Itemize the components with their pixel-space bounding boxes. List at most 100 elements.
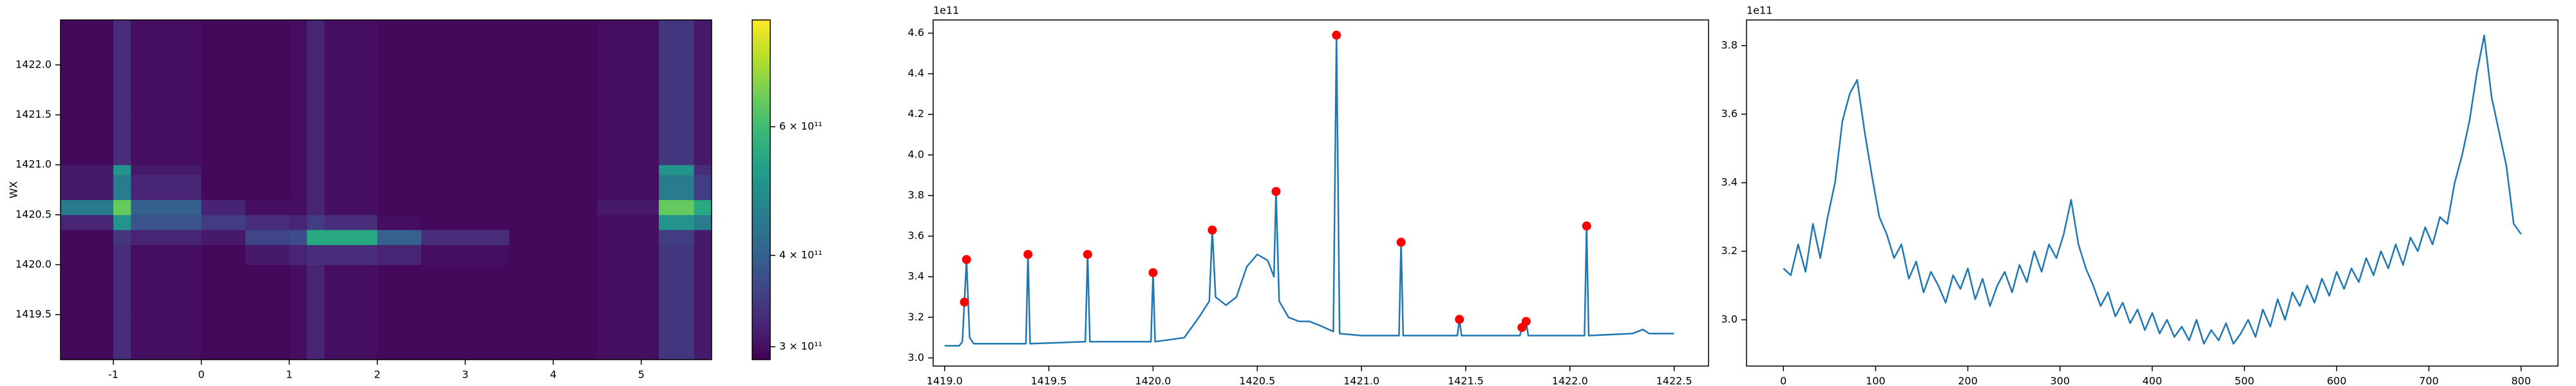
heatmap-cell: [694, 174, 712, 201]
heatmap-cell: [377, 264, 422, 315]
colorbar-slice: [752, 356, 770, 360]
heatmap-cell: [694, 264, 712, 315]
heatmap-cell: [113, 115, 131, 165]
heatmap-cell: [377, 165, 422, 176]
heatmap-cell: [131, 315, 202, 360]
peak-marker: [1582, 221, 1591, 231]
colorbar-slice: [752, 192, 770, 196]
heatmap-cell: [509, 115, 598, 165]
colorbar-slice: [752, 269, 770, 273]
colorbar-slice: [752, 79, 770, 83]
heatmap-cell: [245, 20, 290, 66]
data-line: [1783, 34, 2522, 345]
colorbar-slice: [752, 110, 770, 114]
heatmap-cell: [509, 315, 598, 360]
colorbar-slice: [752, 28, 770, 32]
heatmap-cell: [113, 20, 131, 66]
heatmap-cell: [377, 199, 422, 216]
heatmap-cell: [245, 174, 290, 201]
colorbar-slice: [752, 271, 770, 275]
colorbar-slice: [752, 241, 770, 244]
colorbar-slice: [752, 308, 770, 312]
heatmap-cell: [324, 244, 378, 265]
colorbar-slice: [752, 275, 770, 278]
heatmap-cell: [597, 315, 659, 360]
colorbar-slice: [752, 201, 770, 205]
x-tick-label: 1419.0: [927, 375, 963, 386]
colorbar-slice: [752, 266, 770, 270]
peak-marker: [1271, 187, 1281, 196]
heatmap-cell: [201, 165, 246, 176]
colorbar-slice: [752, 102, 770, 106]
heatmap-cell: [245, 165, 290, 176]
heatmap-cell: [377, 244, 422, 265]
peak-marker: [1332, 30, 1341, 40]
heatmap-cell: [597, 64, 659, 116]
colorbar-slice: [752, 105, 770, 108]
heatmap-cell: [113, 244, 131, 265]
colorbar-slice: [752, 158, 770, 162]
heatmap-cell: [131, 174, 202, 201]
heatmap-cell: [659, 20, 695, 66]
heatmap-cell: [377, 20, 422, 66]
heatmap-cell: [509, 244, 598, 265]
heatmap-cell: [61, 199, 114, 216]
colorbar-slice: [752, 235, 770, 239]
heatmap-cell: [131, 264, 202, 315]
axes-frame: [933, 19, 1709, 367]
heatmap-cell: [201, 115, 246, 165]
colorbar-slice: [752, 314, 770, 318]
colorbar-slice: [752, 286, 770, 290]
heatmap-cell: [597, 20, 659, 66]
heatmap-cell: [61, 244, 114, 265]
colorbar-tick-label: 4 × 10¹¹: [779, 248, 822, 261]
colorbar-slice: [752, 246, 770, 250]
colorbar-slice: [752, 223, 770, 227]
x-tick-label: 1419.5: [1031, 375, 1067, 386]
colorbar-slice: [752, 167, 770, 170]
colorbar-slice: [752, 107, 770, 111]
heatmap-cell: [509, 64, 598, 116]
colorbar-slice: [752, 317, 770, 320]
heatmap-cell: [324, 174, 378, 201]
colorbar-frame: [752, 19, 771, 360]
heatmap-cell: [421, 64, 510, 116]
peak-marker: [1148, 268, 1158, 277]
heatmap-cell: [289, 244, 308, 265]
colorbar-slice: [752, 113, 770, 117]
heatmap-cell: [201, 264, 246, 315]
heatmap-cell: [201, 244, 246, 265]
y-tick-label: 3.2: [908, 311, 924, 323]
heatmap-cell: [131, 199, 202, 216]
colorbar-slice: [752, 218, 770, 221]
heatmap-cell: [324, 64, 378, 116]
colorbar-slice: [752, 144, 770, 148]
colorbar-slice: [752, 127, 770, 131]
heatmap-cell: [421, 115, 510, 165]
peak-marker: [1521, 317, 1531, 326]
colorbar-slice: [752, 99, 770, 103]
peak-marker: [961, 255, 971, 264]
x-tick-label: 600: [2327, 375, 2347, 386]
colorbar-slice: [752, 334, 770, 338]
heatmap-cell: [201, 64, 246, 116]
heatmap-cell: [131, 230, 202, 245]
peak-marker: [1083, 250, 1092, 259]
colorbar-slice: [752, 176, 770, 179]
heatmap-cell: [659, 199, 695, 216]
colorbar-slice: [752, 62, 770, 66]
heatmap-cell: [509, 165, 598, 176]
colorbar-slice: [752, 195, 770, 199]
heatmap-cell: [421, 20, 510, 66]
heatmap-cell: [509, 174, 598, 201]
heatmap-cell: [659, 165, 695, 176]
heatmap-cell: [131, 165, 202, 176]
colorbar-slice: [752, 59, 770, 63]
y-tick-label: 1420.5: [15, 208, 52, 220]
y-offset-label: 1e11: [1747, 5, 1772, 17]
heatmap-cell: [377, 174, 422, 201]
x-tick-label: -1: [108, 369, 118, 381]
heatmap-cell: [245, 115, 290, 165]
colorbar-slice: [752, 133, 770, 136]
y-tick-label: 4.6: [908, 26, 924, 39]
